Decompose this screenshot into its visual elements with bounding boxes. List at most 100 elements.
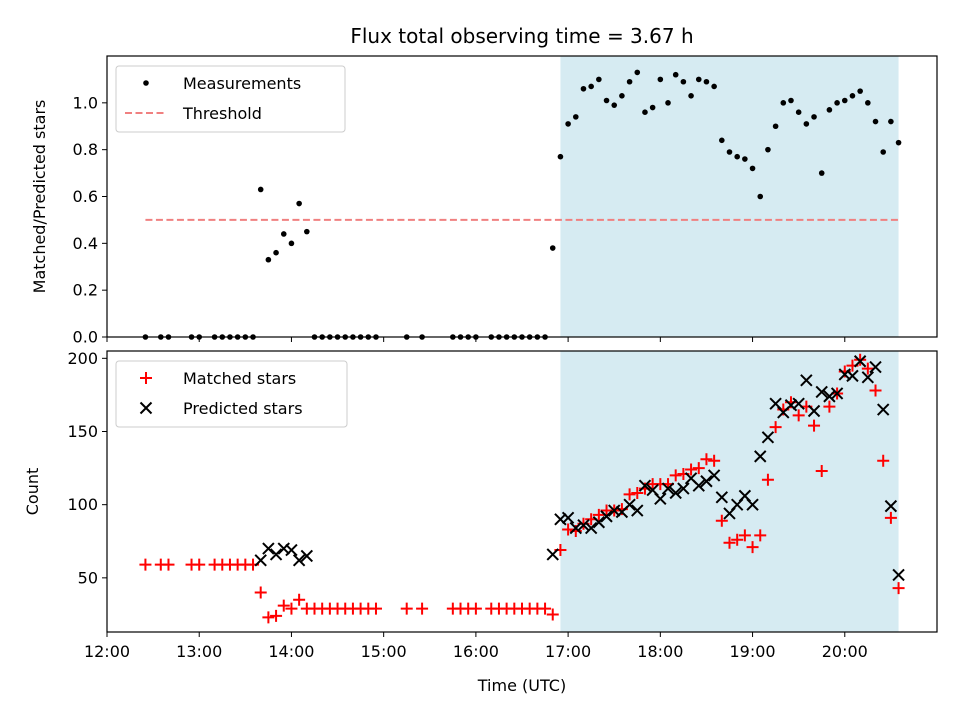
data-point	[631, 504, 644, 517]
data-point	[277, 599, 290, 612]
data-point	[254, 586, 267, 599]
x-tick-label: 20:00	[822, 642, 868, 661]
data-point	[723, 536, 736, 549]
data-point	[677, 482, 690, 495]
data-point	[661, 482, 675, 495]
legend-marker	[140, 372, 152, 384]
data-point	[888, 118, 894, 125]
data-point	[742, 156, 748, 162]
y-tick-label: 200	[67, 349, 98, 368]
legend-marker	[139, 401, 153, 415]
data-point	[642, 109, 648, 115]
data-point	[285, 543, 298, 557]
data-point	[780, 100, 787, 106]
observing-window-shade	[560, 351, 899, 632]
top-panel-ratio: 0.0 0.2 0.4 0.6 0.8 1.0 Matched/Predicted star…	[30, 55, 938, 347]
x-tick-label: 18:00	[637, 642, 683, 661]
data-point	[277, 542, 290, 555]
x-tick-label: 14:00	[268, 642, 314, 661]
data-point	[569, 521, 583, 535]
data-point	[754, 529, 767, 542]
x-axis-label: Time (UTC)	[477, 676, 566, 695]
data-point	[634, 69, 641, 76]
data-point	[846, 369, 859, 383]
data-point	[761, 431, 775, 444]
data-point	[549, 245, 556, 251]
data-point	[619, 93, 625, 99]
data-point	[792, 409, 805, 422]
data-point	[892, 582, 905, 595]
data-point	[611, 102, 618, 108]
data-point	[400, 602, 413, 615]
data-point	[292, 554, 306, 567]
data-point	[649, 104, 656, 111]
y-axis-label: Count	[23, 468, 42, 516]
data-point	[685, 463, 698, 476]
legend-label: Predicted stars	[183, 399, 303, 418]
data-point	[823, 390, 836, 403]
data-point	[592, 516, 606, 529]
data-point	[557, 153, 564, 160]
data-point	[853, 355, 867, 368]
data-point	[285, 602, 298, 615]
data-point	[254, 554, 267, 567]
data-point	[695, 76, 702, 83]
data-point	[877, 454, 890, 467]
data-point	[818, 170, 825, 176]
data-point	[708, 454, 721, 467]
data-point	[869, 384, 882, 397]
data-point	[726, 149, 733, 155]
data-point	[657, 76, 664, 83]
x-tick-label: 15:00	[361, 642, 407, 661]
data-point	[884, 511, 897, 524]
data-point	[876, 403, 890, 416]
y-tick-label: 0.4	[73, 234, 98, 253]
data-point	[288, 240, 295, 247]
data-point	[711, 83, 717, 90]
data-point	[792, 397, 805, 410]
data-point	[654, 492, 667, 506]
data-point	[565, 121, 571, 127]
y-tick-label: 150	[67, 422, 98, 441]
data-point	[603, 97, 610, 104]
y-axis-label: Matched/Predicted stars	[30, 100, 49, 294]
data-point	[562, 523, 575, 536]
legend-label: Matched stars	[183, 369, 296, 388]
data-point	[715, 491, 729, 504]
data-point	[808, 419, 821, 432]
data-point	[631, 486, 644, 499]
data-point	[692, 462, 705, 475]
data-point	[672, 71, 679, 78]
data-point	[880, 149, 887, 155]
data-point	[623, 498, 636, 511]
data-point	[665, 100, 671, 106]
data-point	[884, 499, 898, 513]
legend: Matched stars Predicted stars	[115, 360, 348, 428]
data-point	[193, 558, 206, 571]
data-point	[139, 558, 152, 571]
data-point	[738, 529, 751, 542]
data-point	[734, 153, 740, 160]
data-point	[623, 488, 636, 501]
data-point	[749, 165, 756, 172]
data-point	[700, 453, 713, 466]
data-point	[369, 602, 382, 615]
data-point	[849, 93, 856, 99]
data-point	[688, 93, 694, 99]
data-point	[731, 533, 744, 546]
data-point	[834, 100, 840, 106]
data-point	[572, 114, 579, 120]
data-point	[546, 548, 559, 561]
data-point	[561, 511, 575, 525]
data-point	[895, 139, 902, 146]
data-point	[669, 486, 682, 500]
data-point	[577, 518, 590, 532]
data-point	[703, 78, 710, 85]
data-point	[892, 568, 905, 582]
data-point	[719, 137, 725, 144]
data-point	[262, 611, 275, 624]
data-point	[262, 542, 275, 555]
y-tick-label: 0.6	[73, 187, 98, 206]
data-point	[270, 609, 283, 622]
